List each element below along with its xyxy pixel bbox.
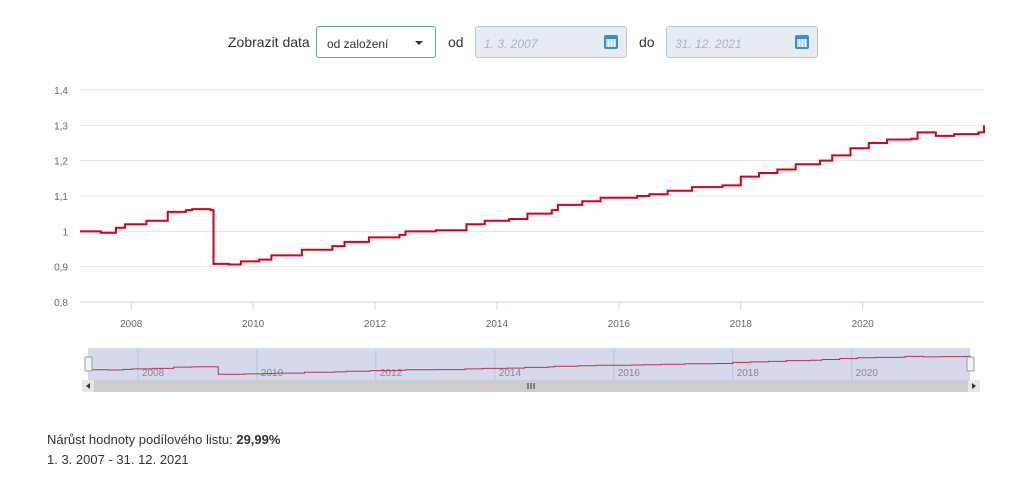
- series-line: [80, 125, 985, 266]
- to-date-value: 31. 12. 2021: [675, 37, 742, 51]
- navigator-handle[interactable]: [966, 356, 975, 372]
- from-label: od: [448, 34, 464, 50]
- chevron-down-icon: [415, 41, 423, 45]
- navigator-handle[interactable]: [84, 356, 93, 372]
- y-tick-label: 1,4: [54, 86, 68, 97]
- calendar-icon[interactable]: [795, 35, 809, 49]
- navigator-tick-label: 2016: [618, 368, 641, 379]
- to-label: do: [639, 34, 655, 50]
- y-tick-label: 1: [62, 227, 68, 238]
- y-tick-label: 1,3: [54, 121, 68, 132]
- x-tick-label: 2020: [852, 319, 875, 330]
- x-tick-label: 2014: [486, 319, 509, 330]
- x-tick-label: 2008: [120, 319, 143, 330]
- to-date-input[interactable]: 31. 12. 2021: [666, 26, 818, 58]
- arrow-left-icon: [86, 383, 90, 389]
- navigator-series: [88, 355, 971, 375]
- x-tick-label: 2018: [730, 319, 753, 330]
- growth-value: 29,99%: [236, 432, 281, 447]
- x-tick-label: 2010: [242, 319, 265, 330]
- price-chart: 0,8 0,9 1 1,1 1,2 1,3 1,4 2008 2010 2012 2014 2016 2…: [54, 86, 985, 392]
- from-date-input[interactable]: 1. 3. 2007: [475, 26, 627, 58]
- from-date-value: 1. 3. 2007: [484, 37, 538, 51]
- navigator-tick-label: 2018: [737, 368, 760, 379]
- filter-controls: Zobrazit data od založení od 1. 3. 2007 …: [0, 26, 1024, 58]
- y-tick-label: 1,1: [54, 192, 68, 203]
- calendar-icon[interactable]: [604, 35, 618, 49]
- y-tick-label: 1,2: [54, 157, 68, 168]
- period-text: 1. 3. 2007 - 31. 12. 2021: [47, 452, 189, 467]
- growth-label: Nárůst hodnoty podílového listu:: [47, 432, 237, 447]
- x-tick-label: 2016: [608, 319, 631, 330]
- y-tick-label: 0,9: [54, 263, 68, 274]
- scrollbar-grip-icon[interactable]: [527, 383, 535, 389]
- arrow-right-icon: [972, 383, 976, 389]
- summary: Nárůst hodnoty podílového listu: 29,99% …: [47, 430, 280, 470]
- navigator-tick-label: 2014: [499, 368, 522, 379]
- range-select-value: od založení: [327, 37, 389, 51]
- navigator-mask[interactable]: [88, 348, 970, 380]
- range-select[interactable]: od založení: [316, 26, 436, 58]
- show-data-label: Zobrazit data: [228, 34, 310, 50]
- navigator-tick-label: 2012: [380, 368, 403, 379]
- navigator-tick-label: 2008: [142, 368, 165, 379]
- navigator-tick-label: 2020: [856, 368, 879, 379]
- y-tick-label: 0,8: [54, 298, 68, 309]
- x-tick-label: 2012: [364, 319, 387, 330]
